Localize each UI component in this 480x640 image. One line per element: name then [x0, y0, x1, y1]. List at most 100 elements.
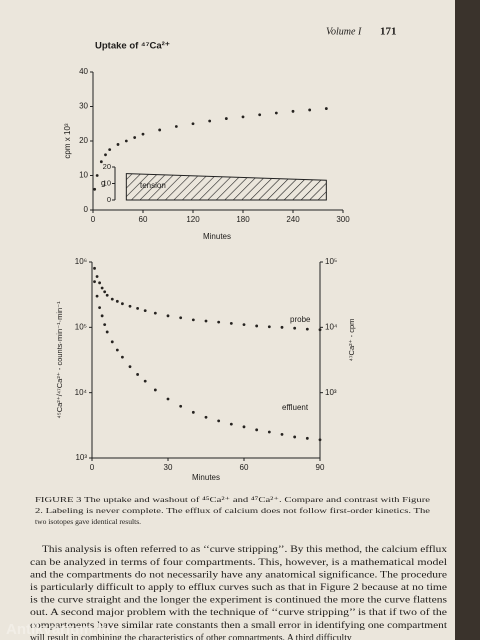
x-tick-label: 240: [286, 215, 300, 224]
y-tick-label: 0: [84, 205, 89, 214]
body-line: will result in combining the characteris…: [30, 632, 352, 640]
data-point: [318, 438, 322, 442]
y2-axis-label: ⁴⁷Ca²⁺ - cpm: [347, 319, 356, 362]
y2-tick-label: 10³: [325, 388, 337, 397]
data-point: [191, 122, 195, 126]
data-point: [98, 281, 101, 285]
data-point: [95, 294, 99, 298]
x-tick-label: 60: [240, 463, 249, 472]
data-point: [242, 425, 246, 429]
inset-unit: g: [101, 179, 105, 188]
y-tick-label: 10: [79, 171, 88, 180]
data-point: [280, 325, 284, 329]
x-tick-label: 0: [91, 215, 96, 224]
data-point: [121, 355, 124, 359]
data-point: [191, 318, 195, 322]
data-point: [141, 132, 145, 136]
body-line: This analysis is often referred to as ‘‘…: [42, 544, 447, 555]
data-point: [255, 324, 259, 328]
tension-bar: [125, 173, 327, 201]
x-axis-label: Minutes: [203, 232, 231, 241]
data-point: [153, 311, 157, 315]
body-line: out. A second major problem with the tec…: [30, 607, 447, 618]
data-point: [128, 365, 132, 369]
data-point: [166, 314, 170, 318]
x-tick-label: 60: [139, 215, 148, 224]
y-axis-label: cpm x 10³: [63, 123, 72, 158]
data-point: [179, 316, 183, 320]
data-point: [217, 320, 221, 324]
caption-line: FIGURE 3 The uptake and washout of ⁴⁵Ca²…: [35, 495, 431, 504]
data-point: [116, 143, 120, 146]
data-point: [93, 280, 96, 284]
x-tick-label: 30: [164, 463, 173, 472]
y-tick-label: 10⁶: [75, 257, 87, 266]
data-point: [115, 299, 119, 303]
data-point: [143, 309, 147, 313]
series-label: effluent: [282, 403, 309, 412]
data-point: [280, 432, 284, 436]
data-point: [191, 410, 195, 414]
data-point: [224, 117, 228, 120]
data-point: [103, 323, 107, 327]
paper: [0, 0, 462, 640]
data-point: [100, 314, 104, 318]
data-point: [108, 148, 112, 152]
data-point: [255, 428, 259, 432]
data-point: [166, 397, 170, 401]
spine-shadow: [455, 0, 480, 640]
data-point: [128, 304, 132, 308]
data-point: [105, 330, 109, 334]
data-point: [98, 306, 101, 310]
x-tick-label: 0: [90, 463, 95, 472]
y-tick-label: 30: [79, 102, 88, 111]
data-point: [95, 275, 99, 278]
inset-tick-label: 20: [103, 162, 111, 171]
data-point: [179, 404, 183, 408]
data-point: [103, 290, 107, 294]
data-point: [258, 113, 262, 117]
data-point: [308, 108, 312, 112]
x-axis-label: Minutes: [192, 473, 220, 482]
x-tick-label: 120: [186, 215, 200, 224]
y2-tick-label: 10⁴: [325, 322, 338, 331]
data-point: [158, 128, 162, 132]
data-point: [267, 430, 271, 434]
data-point: [133, 136, 137, 139]
data-point: [293, 326, 297, 330]
data-point: [208, 119, 212, 123]
x-tick-label: 90: [316, 463, 325, 472]
data-point: [293, 435, 297, 439]
data-point: [274, 111, 278, 115]
data-point: [241, 115, 245, 119]
data-point: [143, 379, 147, 383]
body-line: compartments have similar rate constants…: [30, 620, 447, 631]
data-point: [136, 306, 140, 310]
data-point: [229, 321, 233, 325]
x-tick-label: 300: [336, 215, 350, 224]
body-line: is the curve straight and the longer the…: [30, 595, 447, 606]
data-point: [267, 325, 271, 329]
data-point: [291, 109, 295, 113]
caption-line: two isotopes gave identical results.: [35, 517, 141, 526]
data-point: [324, 107, 328, 110]
data-point: [174, 125, 178, 128]
series-label: probe: [290, 315, 311, 324]
data-point: [110, 297, 114, 301]
data-point: [100, 286, 104, 290]
inset-tick-label: 10: [103, 178, 111, 187]
data-point: [105, 293, 109, 297]
data-point: [95, 174, 99, 177]
data-point: [229, 422, 233, 426]
running-head: Volume I: [326, 26, 362, 37]
y-tick-label: 40: [79, 67, 88, 76]
data-point: [305, 327, 309, 331]
y2-tick-label: 10⁵: [325, 257, 337, 266]
data-point: [305, 436, 309, 440]
data-point: [242, 323, 246, 327]
y-tick-label: 10⁵: [75, 322, 87, 331]
data-point: [93, 266, 96, 270]
data-point: [93, 187, 97, 191]
